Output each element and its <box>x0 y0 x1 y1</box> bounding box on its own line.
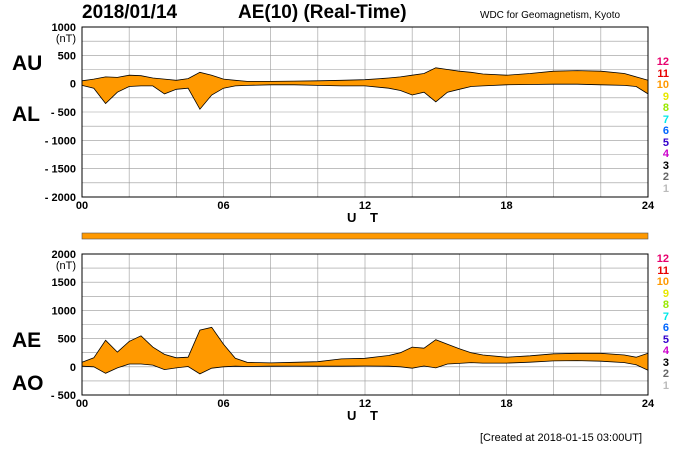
y-tick-label: 0 <box>70 362 76 374</box>
x-tick-label: 24 <box>642 200 655 212</box>
station-legend-bottom: 12 11 10 9 8 7 6 5 4 3 2 1 <box>655 253 669 392</box>
x-tick-label: 12 <box>359 398 371 410</box>
legend-entry-11: 11 <box>657 264 669 277</box>
legend-entry-7: 7 <box>662 310 669 323</box>
chart-title: AE(10) (Real-Time) <box>238 2 407 23</box>
legend-entry-12: 12 <box>656 253 669 265</box>
plot-frame-top <box>81 26 649 198</box>
plot-frame-bottom <box>81 253 649 396</box>
x-tick-label: 18 <box>500 398 512 410</box>
legend-entry-6: 6 <box>662 322 669 334</box>
legend-entry-3: 3 <box>662 159 669 172</box>
legend-entry-5: 5 <box>662 333 669 346</box>
x-axis-label: U T <box>347 210 383 225</box>
legend-entry-2: 2 <box>662 171 669 183</box>
legend-entry-8: 8 <box>662 102 669 114</box>
legend-entry-2: 2 <box>662 368 669 380</box>
station-legend-top: 12 11 10 9 8 7 6 5 4 3 2 1 <box>655 56 669 195</box>
legend-entry-10: 10 <box>656 276 669 288</box>
x-tick-label: 24 <box>642 398 655 410</box>
y-tick-label: 2000 <box>52 249 76 261</box>
unit-label: (nT) <box>56 260 76 272</box>
unit-label: (nT) <box>56 33 76 45</box>
al-label: AL <box>12 103 40 126</box>
legend-entry-10: 10 <box>656 79 669 91</box>
y-tick-label: 500 <box>58 334 76 346</box>
legend-entry-8: 8 <box>662 299 669 311</box>
date-label: 2018/01/14 <box>82 2 178 23</box>
legend-entry-6: 6 <box>662 125 669 137</box>
y-tick-label: - 1500 <box>45 164 76 176</box>
x-tick-label: 00 <box>76 398 88 410</box>
y-tick-label: - 2000 <box>45 192 76 204</box>
legend-entry-9: 9 <box>662 90 669 103</box>
legend-entry-7: 7 <box>662 113 669 126</box>
legend-entry-4: 4 <box>662 345 669 357</box>
y-tick-label: 1500 <box>52 277 76 289</box>
legend-entry-11: 11 <box>657 67 669 80</box>
series-line-ae <box>81 326 649 364</box>
y-tick-label: - 1000 <box>45 135 76 147</box>
y-tick-label: 500 <box>58 50 76 62</box>
y-tick-label: 1000 <box>52 305 76 317</box>
series-line-al <box>81 83 649 110</box>
legend-entry-1: 1 <box>662 182 669 195</box>
au-label: AU <box>12 52 43 75</box>
series-line-au <box>81 67 649 82</box>
x-axis-label: U T <box>347 408 383 423</box>
ae-label: AE <box>12 329 42 352</box>
legend-entry-9: 9 <box>662 287 669 300</box>
x-tick-label: 12 <box>359 200 371 212</box>
area-au-al <box>82 67 648 110</box>
y-tick-label: - 500 <box>51 107 76 119</box>
legend-entry-5: 5 <box>662 136 669 149</box>
data-availability-bar <box>81 232 649 240</box>
created-timestamp: [Created at 2018-01-15 03:00UT] <box>480 432 643 444</box>
x-tick-label: 06 <box>217 398 229 410</box>
series-line-ao <box>81 360 649 375</box>
y-tick-label: 1000 <box>52 22 76 34</box>
legend-entry-12: 12 <box>656 56 669 68</box>
organization-label: WDC for Geomagnetism, Kyoto <box>480 10 621 21</box>
x-tick-label: 18 <box>500 200 512 212</box>
legend-entry-3: 3 <box>662 356 669 369</box>
y-tick-label: - 500 <box>51 390 76 402</box>
y-tick-label: 0 <box>70 79 76 91</box>
ao-label: AO <box>12 372 44 395</box>
x-tick-label: 06 <box>217 200 229 212</box>
x-tick-label: 00 <box>76 200 88 212</box>
area-ae-ao <box>82 327 648 374</box>
legend-entry-1: 1 <box>662 379 669 392</box>
legend-entry-4: 4 <box>662 148 669 160</box>
